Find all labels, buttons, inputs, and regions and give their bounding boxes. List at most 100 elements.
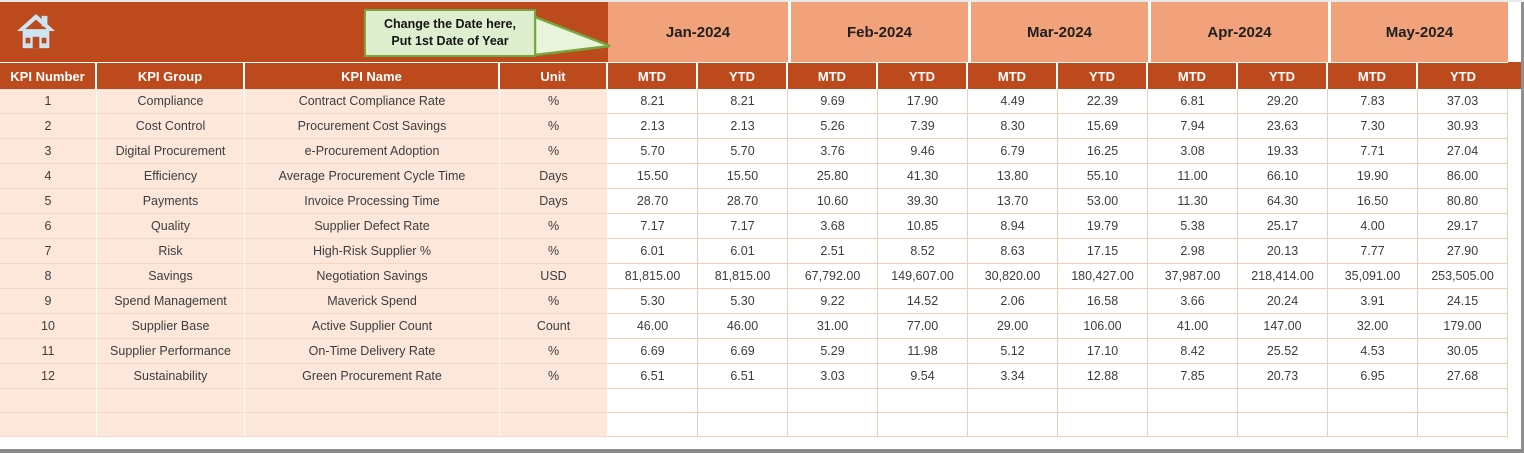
kpi-value-cell[interactable]: 4.49 [968, 89, 1058, 114]
kpi-unit-cell[interactable]: Days [500, 189, 608, 214]
kpi-value-cell[interactable]: 106.00 [1058, 314, 1148, 339]
kpi-value-cell[interactable]: 3.68 [788, 214, 878, 239]
month-header-cell[interactable]: Jan-2024 [608, 2, 788, 62]
kpi-unit-cell[interactable]: % [500, 364, 608, 389]
kpi-value-cell[interactable]: 8.52 [878, 239, 968, 264]
kpi-value-cell[interactable]: 35,091.00 [1328, 264, 1418, 289]
empty-value-cell[interactable] [968, 413, 1058, 437]
kpi-group-cell[interactable]: Savings [97, 264, 245, 289]
kpi-value-cell[interactable]: 2.06 [968, 289, 1058, 314]
kpi-number-cell[interactable]: 10 [0, 314, 97, 339]
kpi-value-cell[interactable]: 30.93 [1418, 114, 1508, 139]
kpi-value-cell[interactable]: 5.70 [698, 139, 788, 164]
kpi-value-cell[interactable]: 6.01 [608, 239, 698, 264]
kpi-group-cell[interactable]: Supplier Base [97, 314, 245, 339]
kpi-group-cell[interactable]: Compliance [97, 89, 245, 114]
kpi-value-cell[interactable]: 16.25 [1058, 139, 1148, 164]
kpi-value-cell[interactable]: 7.30 [1328, 114, 1418, 139]
empty-value-cell[interactable] [1238, 413, 1328, 437]
kpi-value-cell[interactable]: 86.00 [1418, 164, 1508, 189]
kpi-value-cell[interactable]: 81,815.00 [698, 264, 788, 289]
kpi-value-cell[interactable]: 30,820.00 [968, 264, 1058, 289]
kpi-value-cell[interactable]: 218,414.00 [1238, 264, 1328, 289]
kpi-value-cell[interactable]: 64.30 [1238, 189, 1328, 214]
kpi-value-cell[interactable]: 9.54 [878, 364, 968, 389]
empty-label-cell[interactable] [500, 413, 608, 437]
kpi-value-cell[interactable]: 179.00 [1418, 314, 1508, 339]
kpi-value-cell[interactable]: 13.70 [968, 189, 1058, 214]
kpi-name-cell[interactable]: Active Supplier Count [245, 314, 500, 339]
kpi-value-cell[interactable]: 25.80 [788, 164, 878, 189]
empty-value-cell[interactable] [788, 413, 878, 437]
kpi-value-cell[interactable]: 5.29 [788, 339, 878, 364]
kpi-unit-cell[interactable]: % [500, 89, 608, 114]
kpi-group-cell[interactable]: Efficiency [97, 164, 245, 189]
kpi-name-cell[interactable]: Contract Compliance Rate [245, 89, 500, 114]
empty-value-cell[interactable] [788, 389, 878, 413]
kpi-value-cell[interactable]: 6.01 [698, 239, 788, 264]
kpi-value-cell[interactable]: 20.13 [1238, 239, 1328, 264]
kpi-value-cell[interactable]: 7.39 [878, 114, 968, 139]
empty-value-cell[interactable] [1328, 413, 1418, 437]
kpi-value-cell[interactable]: 3.34 [968, 364, 1058, 389]
kpi-group-cell[interactable]: Spend Management [97, 289, 245, 314]
kpi-value-cell[interactable]: 17.90 [878, 89, 968, 114]
empty-label-cell[interactable] [97, 389, 245, 413]
kpi-value-cell[interactable]: 6.69 [608, 339, 698, 364]
empty-label-cell[interactable] [97, 413, 245, 437]
kpi-value-cell[interactable]: 7.71 [1328, 139, 1418, 164]
kpi-value-cell[interactable]: 15.69 [1058, 114, 1148, 139]
date-callout[interactable]: Change the Date here, Put 1st Date of Ye… [364, 9, 536, 57]
kpi-value-cell[interactable]: 24.15 [1418, 289, 1508, 314]
empty-label-cell[interactable] [500, 389, 608, 413]
kpi-value-cell[interactable]: 15.50 [608, 164, 698, 189]
kpi-value-cell[interactable]: 5.30 [698, 289, 788, 314]
kpi-value-cell[interactable]: 3.66 [1148, 289, 1238, 314]
kpi-value-cell[interactable]: 27.68 [1418, 364, 1508, 389]
kpi-value-cell[interactable]: 5.70 [608, 139, 698, 164]
kpi-value-cell[interactable]: 2.13 [608, 114, 698, 139]
kpi-value-cell[interactable]: 5.26 [788, 114, 878, 139]
kpi-group-cell[interactable]: Sustainability [97, 364, 245, 389]
empty-value-cell[interactable] [698, 389, 788, 413]
kpi-value-cell[interactable]: 37,987.00 [1148, 264, 1238, 289]
kpi-unit-cell[interactable]: % [500, 114, 608, 139]
kpi-name-cell[interactable]: Negotiation Savings [245, 264, 500, 289]
kpi-value-cell[interactable]: 149,607.00 [878, 264, 968, 289]
empty-value-cell[interactable] [698, 413, 788, 437]
kpi-name-cell[interactable]: Green Procurement Rate [245, 364, 500, 389]
empty-value-cell[interactable] [1328, 389, 1418, 413]
kpi-value-cell[interactable]: 17.10 [1058, 339, 1148, 364]
kpi-value-cell[interactable]: 13.80 [968, 164, 1058, 189]
kpi-value-cell[interactable]: 10.60 [788, 189, 878, 214]
empty-value-cell[interactable] [1148, 413, 1238, 437]
month-header-cell[interactable]: Feb-2024 [788, 2, 968, 62]
kpi-value-cell[interactable]: 15.50 [698, 164, 788, 189]
kpi-value-cell[interactable]: 77.00 [878, 314, 968, 339]
kpi-value-cell[interactable]: 6.79 [968, 139, 1058, 164]
kpi-value-cell[interactable]: 8.63 [968, 239, 1058, 264]
kpi-number-cell[interactable]: 6 [0, 214, 97, 239]
kpi-value-cell[interactable]: 29.17 [1418, 214, 1508, 239]
kpi-unit-cell[interactable]: USD [500, 264, 608, 289]
kpi-unit-cell[interactable]: % [500, 339, 608, 364]
kpi-value-cell[interactable]: 32.00 [1328, 314, 1418, 339]
kpi-value-cell[interactable]: 23.63 [1238, 114, 1328, 139]
kpi-name-cell[interactable]: Procurement Cost Savings [245, 114, 500, 139]
empty-value-cell[interactable] [1148, 389, 1238, 413]
kpi-value-cell[interactable]: 28.70 [608, 189, 698, 214]
kpi-value-cell[interactable]: 2.13 [698, 114, 788, 139]
kpi-value-cell[interactable]: 55.10 [1058, 164, 1148, 189]
kpi-group-cell[interactable]: Quality [97, 214, 245, 239]
kpi-value-cell[interactable]: 67,792.00 [788, 264, 878, 289]
kpi-value-cell[interactable]: 31.00 [788, 314, 878, 339]
kpi-value-cell[interactable]: 7.17 [608, 214, 698, 239]
empty-value-cell[interactable] [878, 413, 968, 437]
kpi-value-cell[interactable]: 19.90 [1328, 164, 1418, 189]
kpi-name-cell[interactable]: High-Risk Supplier % [245, 239, 500, 264]
kpi-unit-cell[interactable]: % [500, 239, 608, 264]
kpi-value-cell[interactable]: 6.69 [698, 339, 788, 364]
kpi-value-cell[interactable]: 46.00 [698, 314, 788, 339]
month-header-cell[interactable]: Mar-2024 [968, 2, 1148, 62]
kpi-value-cell[interactable]: 7.85 [1148, 364, 1238, 389]
